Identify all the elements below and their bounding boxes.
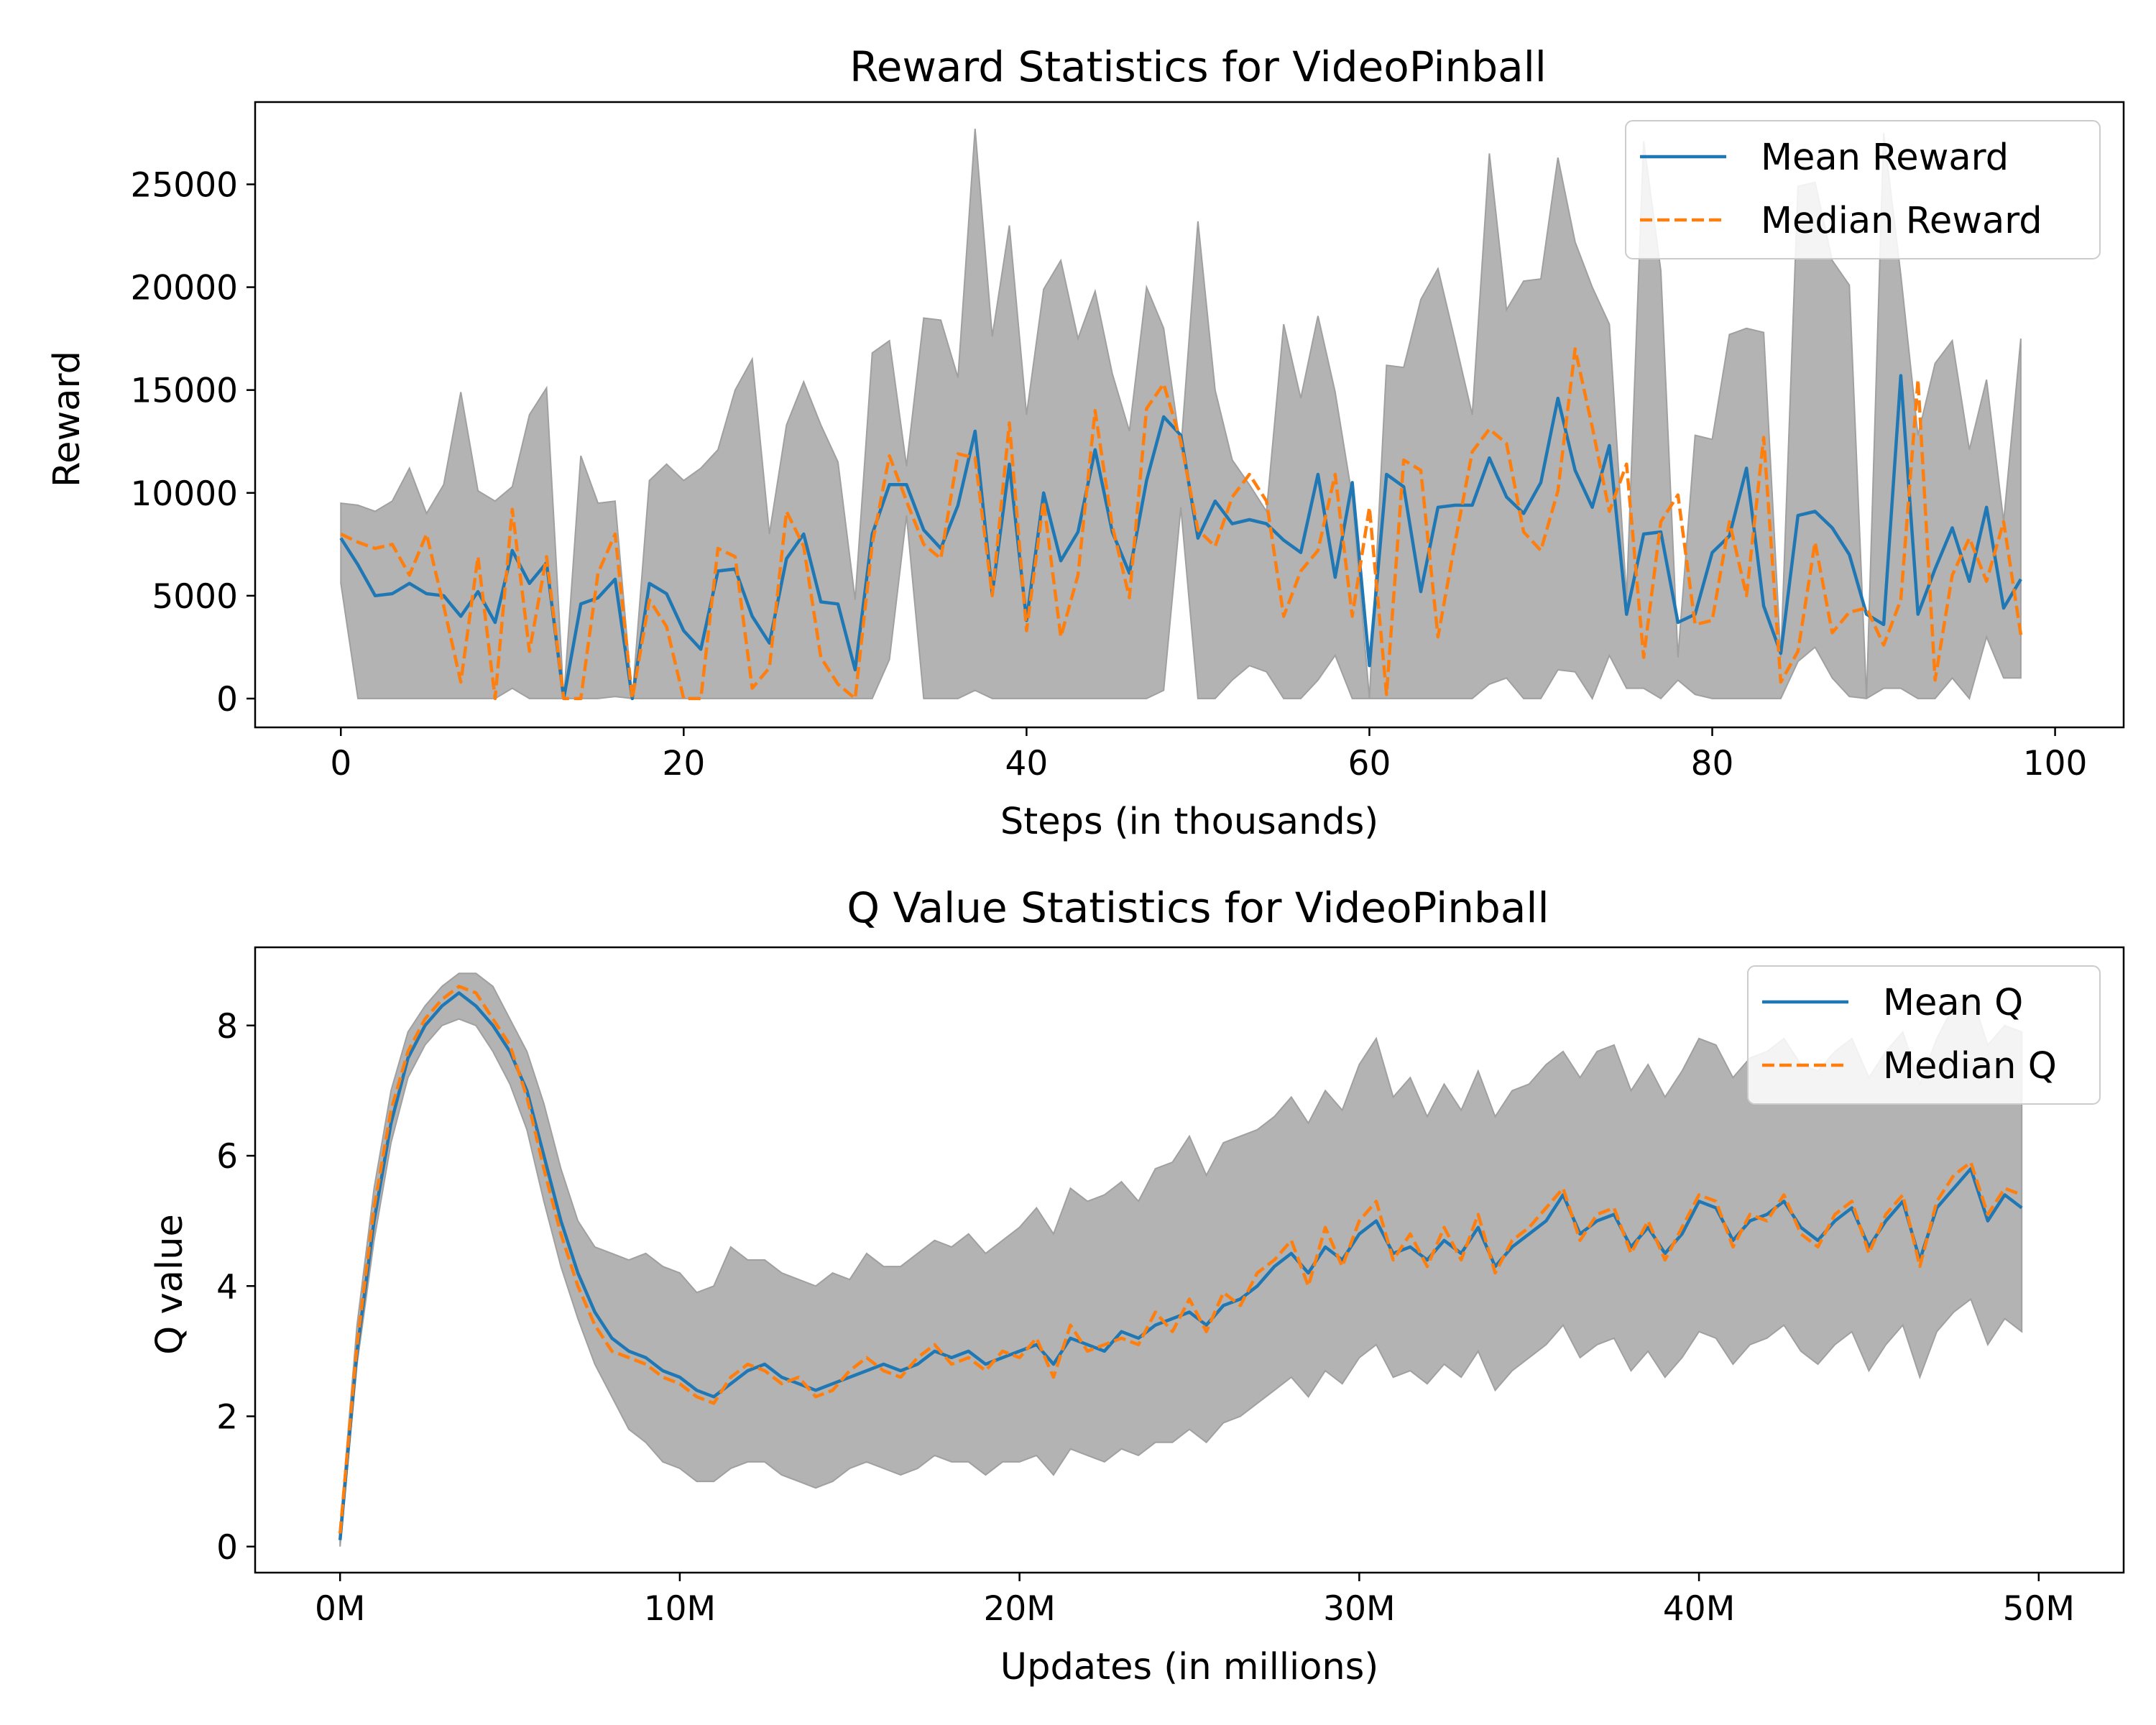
q-y-tick-label: 6: [216, 1137, 238, 1177]
q-y-tick-label: 2: [216, 1398, 238, 1438]
reward-y-tick-label: 15000: [130, 372, 238, 411]
reward-plot-frame: [254, 101, 2125, 729]
reward-y-axis-label: Reward: [46, 351, 88, 487]
reward-y-tick-label: 0: [216, 680, 238, 719]
q-x-tick-label: 50M: [2003, 1589, 2075, 1629]
reward-band-area: [340, 129, 2022, 701]
reward-x-tick-label: 80: [1691, 744, 1734, 783]
q-x-tick-label: 10M: [644, 1589, 716, 1629]
reward-y-tick-label: 5000: [152, 577, 238, 617]
q-x-axis-label: Updates (in millions): [1000, 1646, 1378, 1688]
reward-chart: Reward Statistics for VideoPinball 0 20 40…: [46, 42, 2125, 843]
reward-y-tick-label: 25000: [130, 165, 238, 205]
reward-x-tick-label: 100: [2023, 744, 2088, 783]
reward-x-tick-label: 40: [1005, 744, 1048, 783]
q-minmax-band: [339, 972, 2023, 1547]
reward-minmax-band: [340, 129, 2022, 701]
q-y-tick-label: 8: [216, 1007, 238, 1046]
q-x-tick-label: 20M: [983, 1589, 1055, 1629]
q-median-line: [338, 985, 2023, 1534]
q-plot-frame: [254, 946, 2125, 1574]
q-y-tick-label: 0: [216, 1528, 238, 1568]
q-band-area: [339, 972, 2023, 1547]
q-x-tick-label: 0M: [315, 1589, 365, 1629]
reward-x-axis-ticks: 0 20 40 60 80 100: [330, 727, 2087, 783]
q-y-axis-ticks: 0 2 4 6 8: [216, 1007, 255, 1568]
reward-x-tick-label: 60: [1348, 744, 1391, 783]
legend-label-median-reward: Median Reward: [1761, 200, 2042, 242]
q-x-axis-ticks: 0M 10M 20M 30M 40M 50M: [315, 1573, 2075, 1629]
reward-y-tick-label: 10000: [130, 474, 238, 514]
legend-label-mean-q: Mean Q: [1883, 982, 2023, 1024]
q-x-tick-label: 40M: [1663, 1589, 1735, 1629]
reward-series-lines: [339, 347, 2023, 701]
q-y-tick-label: 4: [216, 1267, 238, 1307]
legend-label-median-q: Median Q: [1883, 1045, 2057, 1087]
q-value-chart-title: Q Value Statistics for VideoPinball: [847, 883, 1549, 932]
legend-label-mean-reward: Mean Reward: [1761, 137, 2009, 179]
reward-x-tick-label: 0: [330, 744, 351, 783]
q-x-tick-label: 30M: [1323, 1589, 1395, 1629]
reward-mean-line: [339, 374, 2022, 701]
reward-y-axis-ticks: 0 5000 10000 15000 20000 25000: [130, 165, 255, 719]
q-value-chart: Q Value Statistics for VideoPinball 0M 10…: [149, 883, 2125, 1688]
q-legend: Mean Q Median Q: [1747, 965, 2101, 1105]
reward-y-tick-label: 20000: [130, 269, 238, 308]
reward-legend-box: [1625, 120, 2101, 259]
q-y-axis-label: Q value: [149, 1214, 191, 1355]
reward-x-tick-label: 20: [662, 744, 705, 783]
reward-legend: Mean Reward Median Reward: [1625, 120, 2101, 259]
q-series-lines: [338, 985, 2023, 1540]
reward-median-line: [340, 347, 2023, 701]
reward-x-axis-label: Steps (in thousands): [1000, 801, 1378, 843]
reward-chart-title: Reward Statistics for VideoPinball: [849, 42, 1547, 91]
